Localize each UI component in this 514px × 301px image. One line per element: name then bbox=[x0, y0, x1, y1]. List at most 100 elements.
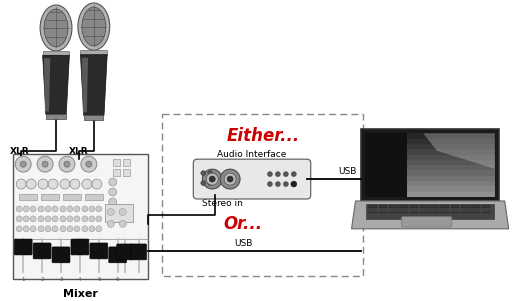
Bar bbox=[379, 212, 388, 213]
Bar bbox=[84, 115, 103, 120]
Circle shape bbox=[48, 179, 58, 189]
Bar bbox=[85, 194, 103, 200]
Circle shape bbox=[208, 181, 213, 185]
Text: 6: 6 bbox=[116, 277, 119, 282]
Bar bbox=[430, 212, 439, 213]
Circle shape bbox=[30, 226, 36, 232]
FancyBboxPatch shape bbox=[13, 154, 148, 279]
Text: USB: USB bbox=[234, 239, 253, 248]
Bar bbox=[471, 212, 480, 213]
Text: Or...: Or... bbox=[224, 215, 263, 233]
Bar bbox=[482, 205, 490, 206]
Circle shape bbox=[267, 172, 272, 177]
Bar bbox=[105, 204, 133, 222]
Bar bbox=[399, 209, 408, 210]
Circle shape bbox=[37, 156, 53, 172]
Bar bbox=[379, 205, 388, 206]
Circle shape bbox=[67, 226, 73, 232]
Bar bbox=[113, 159, 120, 166]
Circle shape bbox=[96, 216, 102, 222]
Bar bbox=[369, 212, 377, 213]
Bar bbox=[430, 207, 439, 208]
Polygon shape bbox=[81, 55, 107, 115]
Circle shape bbox=[109, 188, 117, 196]
Circle shape bbox=[20, 161, 26, 167]
Bar bbox=[389, 207, 398, 208]
Circle shape bbox=[38, 179, 48, 189]
Circle shape bbox=[16, 206, 22, 212]
FancyBboxPatch shape bbox=[33, 243, 51, 259]
Circle shape bbox=[276, 182, 280, 187]
Bar bbox=[365, 160, 495, 165]
Bar bbox=[420, 207, 429, 208]
Bar bbox=[440, 205, 449, 206]
Text: 3: 3 bbox=[59, 277, 63, 282]
Text: Stereo in: Stereo in bbox=[203, 199, 243, 208]
Polygon shape bbox=[82, 58, 88, 112]
Bar bbox=[389, 205, 398, 206]
Text: 1: 1 bbox=[22, 277, 25, 282]
Circle shape bbox=[70, 179, 80, 189]
Bar bbox=[410, 205, 418, 206]
Circle shape bbox=[60, 226, 66, 232]
Bar bbox=[451, 205, 460, 206]
Bar bbox=[482, 212, 490, 213]
Circle shape bbox=[52, 226, 58, 232]
Bar bbox=[43, 51, 69, 55]
Bar bbox=[123, 159, 130, 166]
FancyBboxPatch shape bbox=[14, 239, 32, 255]
Bar bbox=[482, 209, 490, 210]
Circle shape bbox=[283, 182, 288, 187]
Text: Audio Interface: Audio Interface bbox=[217, 150, 287, 159]
Bar bbox=[451, 212, 460, 213]
Bar bbox=[369, 207, 377, 208]
Circle shape bbox=[30, 216, 36, 222]
Bar bbox=[365, 139, 495, 144]
Bar bbox=[440, 212, 449, 213]
Circle shape bbox=[60, 206, 66, 212]
Bar bbox=[461, 205, 470, 206]
Circle shape bbox=[45, 216, 51, 222]
Bar bbox=[365, 133, 495, 139]
Circle shape bbox=[109, 198, 117, 206]
Bar bbox=[365, 170, 495, 176]
FancyBboxPatch shape bbox=[361, 129, 499, 201]
Text: XLR: XLR bbox=[69, 147, 89, 156]
Bar bbox=[410, 212, 418, 213]
Circle shape bbox=[30, 206, 36, 212]
Circle shape bbox=[201, 181, 206, 185]
Circle shape bbox=[16, 226, 22, 232]
Circle shape bbox=[23, 216, 29, 222]
Circle shape bbox=[59, 156, 75, 172]
Circle shape bbox=[203, 169, 222, 189]
Text: Mixer: Mixer bbox=[63, 289, 98, 299]
Circle shape bbox=[74, 226, 80, 232]
Circle shape bbox=[74, 206, 80, 212]
Text: 4: 4 bbox=[78, 277, 82, 282]
Circle shape bbox=[38, 216, 44, 222]
Circle shape bbox=[291, 181, 297, 187]
Bar bbox=[399, 212, 408, 213]
Bar bbox=[365, 186, 495, 192]
Polygon shape bbox=[43, 55, 69, 114]
Bar bbox=[365, 149, 495, 154]
Circle shape bbox=[227, 176, 233, 182]
Ellipse shape bbox=[40, 5, 72, 51]
Circle shape bbox=[16, 179, 26, 189]
Bar bbox=[399, 207, 408, 208]
Text: USB: USB bbox=[338, 167, 357, 176]
Bar bbox=[461, 207, 470, 208]
Text: 5: 5 bbox=[97, 277, 101, 282]
Circle shape bbox=[45, 206, 51, 212]
FancyBboxPatch shape bbox=[109, 247, 126, 263]
Bar bbox=[113, 169, 120, 176]
Bar bbox=[365, 144, 495, 149]
Bar bbox=[461, 209, 470, 210]
Circle shape bbox=[82, 226, 88, 232]
Ellipse shape bbox=[82, 7, 106, 46]
Bar bbox=[365, 133, 407, 197]
Circle shape bbox=[283, 172, 288, 177]
Bar bbox=[430, 209, 439, 210]
Bar bbox=[123, 169, 130, 176]
Circle shape bbox=[86, 161, 92, 167]
